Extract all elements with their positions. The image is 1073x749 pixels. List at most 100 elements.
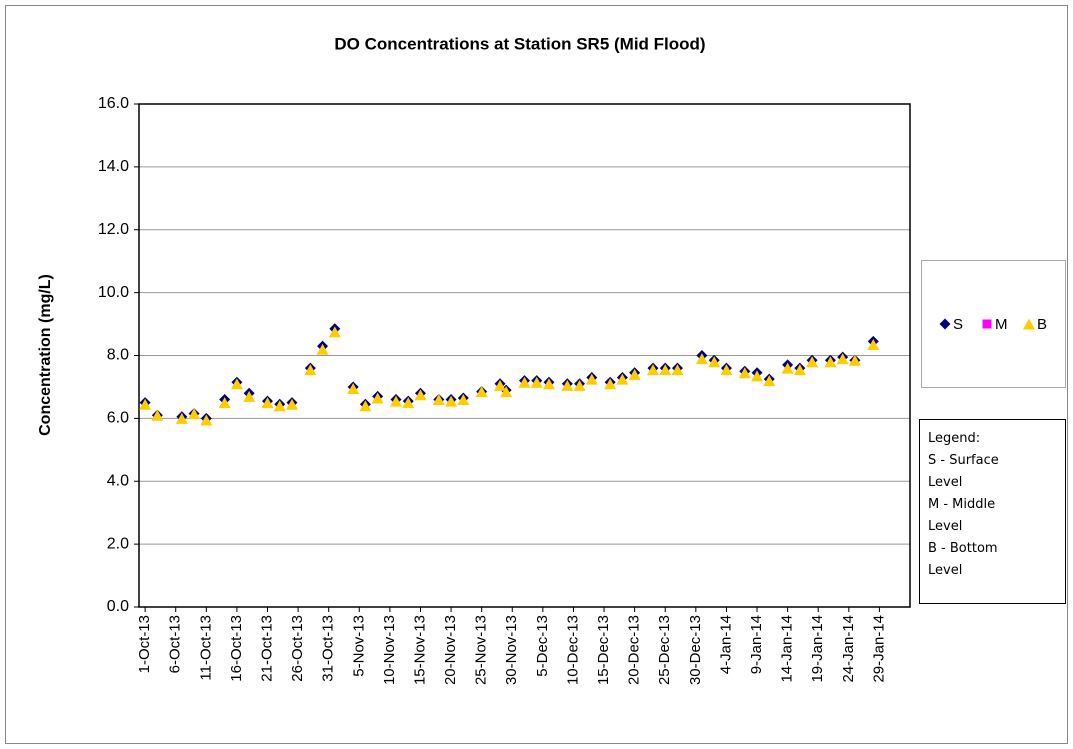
point — [604, 378, 617, 390]
x-tick-label: 5-Dec-13 — [534, 615, 551, 677]
point — [542, 378, 555, 390]
chart-border — [5, 5, 1068, 744]
point — [188, 408, 201, 420]
y-tick-label: 6.0 — [107, 410, 129, 427]
y-tick-label: 4.0 — [107, 472, 129, 489]
x-tick-label: 26-Oct-13 — [289, 615, 306, 682]
x-tick-label: 25-Nov-13 — [473, 615, 490, 685]
point — [781, 362, 794, 374]
point — [316, 343, 329, 355]
plot-area — [138, 103, 911, 608]
point — [695, 353, 708, 365]
x-tick-label: 15-Dec-13 — [595, 615, 612, 685]
legend-note: Legend: S - Surface Level M - Middle Level… — [919, 419, 1066, 604]
point — [402, 397, 415, 409]
point — [347, 383, 360, 395]
point — [500, 386, 513, 398]
point — [738, 367, 751, 379]
legend-note-line: B - Bottom Level — [928, 541, 998, 578]
x-tick-label: 16-Oct-13 — [228, 615, 245, 682]
point — [867, 338, 880, 350]
x-tick-label: 20-Nov-13 — [442, 615, 459, 685]
point — [371, 392, 384, 404]
x-tick-label: 9-Jan-14 — [748, 615, 765, 674]
point — [806, 356, 819, 368]
point — [659, 364, 672, 376]
x-tick-label: 6-Oct-13 — [167, 615, 184, 673]
x-tick-label: 11-Oct-13 — [197, 615, 214, 681]
legend-note-line: M - Middle Level — [928, 497, 996, 534]
point — [432, 394, 445, 406]
point — [836, 353, 849, 365]
x-tick-label: 30-Dec-13 — [687, 615, 704, 685]
legend-marker — [1023, 318, 1035, 330]
point — [414, 389, 427, 401]
x-tick-label: 25-Dec-13 — [656, 615, 673, 685]
y-tick-label: 16.0 — [98, 95, 129, 112]
point — [285, 398, 298, 410]
point — [848, 354, 861, 366]
point — [628, 368, 641, 380]
point — [230, 378, 243, 390]
x-tick-label: 24-Jan-14 — [840, 615, 857, 683]
y-tick-label: 8.0 — [107, 347, 129, 364]
x-tick-label: 4-Jan-14 — [717, 615, 734, 674]
x-tick-label: 29-Jan-14 — [870, 615, 887, 683]
x-tick-label: 10-Dec-13 — [564, 615, 581, 685]
point — [793, 364, 806, 376]
y-tick-label: 12.0 — [98, 221, 129, 238]
point — [390, 395, 402, 407]
x-tick-label: 15-Nov-13 — [411, 615, 428, 685]
legend-marker — [939, 318, 951, 330]
point — [218, 397, 231, 409]
x-tick-label: 19-Jan-14 — [809, 615, 826, 683]
legend-marker — [982, 319, 992, 329]
point — [530, 376, 543, 388]
x-tick-label: 30-Nov-13 — [503, 615, 520, 685]
point — [200, 414, 213, 426]
point — [273, 400, 286, 412]
point — [518, 376, 531, 388]
legend-label: M — [995, 316, 1008, 333]
legend-note-line: Legend: — [928, 431, 981, 446]
point — [243, 390, 256, 402]
point — [328, 326, 341, 338]
point — [175, 412, 188, 424]
point — [261, 397, 274, 409]
point — [824, 356, 837, 368]
point — [304, 364, 317, 376]
chart-title: DO Concentrations at Station SR5 (Mid Fl… — [334, 34, 705, 53]
x-tick-label: 1-Oct-13 — [136, 615, 153, 673]
point — [763, 375, 776, 387]
legend-label: S — [953, 316, 963, 333]
point — [671, 364, 684, 376]
x-tick-label: 31-Oct-13 — [320, 615, 337, 682]
point — [751, 370, 764, 382]
y-tick-label: 10.0 — [98, 284, 129, 301]
point — [359, 400, 372, 412]
legend-label: B — [1037, 316, 1047, 333]
y-tick-label: 2.0 — [107, 535, 129, 552]
x-tick-label: 10-Nov-13 — [381, 615, 398, 685]
point — [647, 364, 659, 376]
point — [445, 395, 458, 407]
point — [720, 364, 733, 376]
point — [151, 409, 164, 421]
point — [139, 398, 152, 410]
point — [457, 394, 470, 406]
point — [494, 379, 507, 391]
legend-note-line: S - Surface Level — [928, 453, 999, 490]
point — [475, 386, 488, 398]
point — [585, 373, 598, 385]
y-tick-label: 0.0 — [107, 598, 129, 615]
point — [561, 379, 574, 391]
point — [573, 379, 586, 391]
point — [616, 373, 629, 385]
y-tick-label: 14.0 — [98, 158, 129, 175]
x-tick-label: 21-Oct-13 — [258, 615, 275, 682]
y-axis-label: Concentration (mg/L) — [37, 274, 54, 436]
x-tick-label: 20-Dec-13 — [626, 615, 643, 685]
x-tick-label: 14-Jan-14 — [779, 615, 796, 683]
